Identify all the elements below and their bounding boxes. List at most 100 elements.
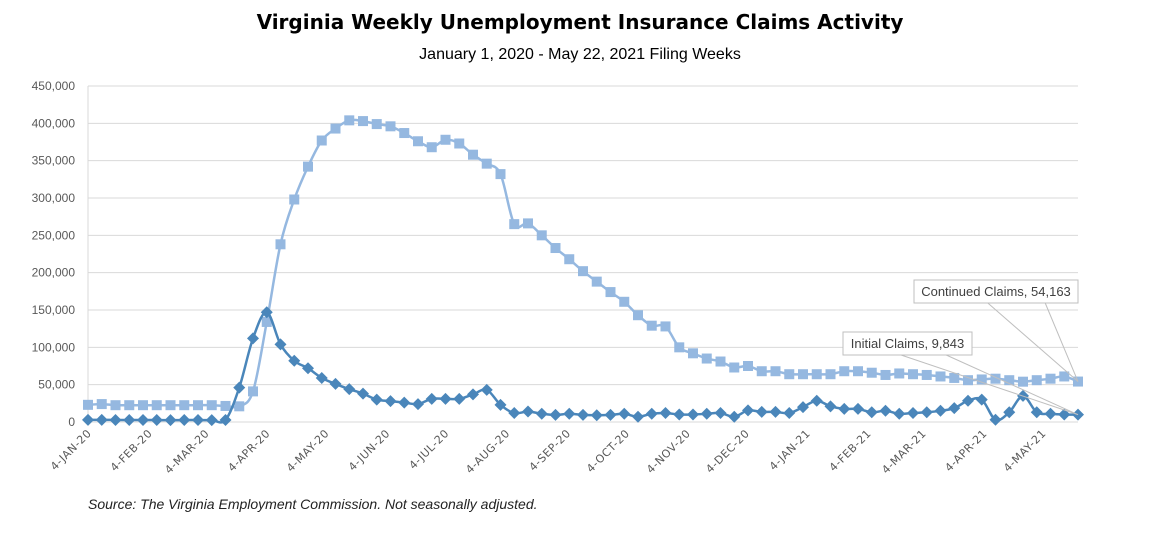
data-point-initial-claims: [343, 383, 356, 396]
data-point-continued-claims: [646, 320, 657, 331]
x-tick-label: 4-JAN-20: [48, 427, 94, 473]
y-tick-label: 50,000: [38, 378, 75, 392]
x-tick-label: 4-JAN-21: [767, 427, 813, 473]
data-point-initial-claims: [302, 362, 314, 375]
data-point-initial-claims: [219, 413, 232, 426]
data-point-continued-claims: [289, 194, 300, 205]
data-point-continued-claims: [138, 400, 148, 411]
data-point-initial-claims: [659, 407, 672, 420]
data-point-continued-claims: [1031, 375, 1042, 386]
data-point-continued-claims: [481, 158, 492, 169]
x-tick-label: 4-OCT-20: [584, 427, 632, 475]
data-point-initial-claims: [1003, 406, 1016, 419]
data-point-initial-claims: [205, 414, 218, 427]
data-point-continued-claims: [880, 369, 891, 380]
data-point-initial-claims: [618, 407, 631, 420]
data-point-continued-claims: [523, 218, 533, 229]
annotation-label: Continued Claims, 54,163: [921, 284, 1071, 299]
data-point-initial-claims: [1044, 407, 1057, 420]
y-tick-label: 300,000: [32, 191, 76, 205]
data-point-initial-claims: [714, 407, 727, 420]
data-point-continued-claims: [96, 399, 107, 410]
y-tick-label: 200,000: [32, 266, 76, 280]
x-tick-label: 4-AUG-20: [463, 427, 512, 476]
data-point-continued-claims: [660, 321, 671, 332]
data-point-initial-claims: [948, 402, 961, 415]
x-tick-label: 4-FEB-21: [827, 427, 874, 474]
data-point-continued-claims: [151, 400, 162, 411]
data-point-continued-claims: [371, 119, 382, 130]
data-point-continued-claims: [234, 401, 245, 412]
data-point-initial-claims: [522, 405, 534, 418]
data-point-initial-claims: [247, 332, 259, 345]
data-point-continued-claims: [124, 400, 135, 411]
data-point-continued-claims: [261, 316, 272, 327]
data-point-continued-claims: [605, 287, 616, 298]
data-point-initial-claims: [852, 402, 864, 415]
data-point-continued-claims: [509, 219, 520, 230]
data-point-initial-claims: [137, 413, 149, 426]
annotation-leader-line: [987, 302, 1079, 382]
x-tick-label: 4-DEC-20: [703, 427, 752, 476]
data-point-continued-claims: [963, 375, 973, 386]
data-point-continued-claims: [440, 134, 451, 145]
data-point-initial-claims: [425, 392, 438, 405]
data-point-continued-claims: [798, 369, 808, 380]
y-tick-label: 150,000: [32, 303, 76, 317]
x-tick-label: 4-JUN-20: [346, 427, 393, 474]
x-tick-label: 4-NOV-20: [644, 427, 693, 476]
y-tick-label: 350,000: [32, 154, 76, 168]
data-point-initial-claims: [123, 414, 136, 427]
data-point-initial-claims: [604, 408, 617, 421]
data-point-initial-claims: [315, 371, 328, 384]
annotation-leader-line: [900, 354, 1079, 416]
annotation-box: [842, 331, 973, 356]
data-point-continued-claims: [811, 369, 822, 380]
x-tick-label: 4-APR-21: [942, 427, 989, 474]
data-point-initial-claims: [810, 394, 823, 407]
data-point-continued-claims: [619, 296, 630, 307]
data-point-continued-claims: [908, 369, 918, 380]
data-point-initial-claims: [508, 407, 521, 420]
annotation-leader-line: [945, 354, 1079, 416]
data-point-continued-claims: [454, 138, 465, 149]
data-point-continued-claims: [894, 368, 905, 379]
data-point-initial-claims: [989, 413, 1002, 426]
data-point-initial-claims: [687, 408, 699, 421]
data-point-initial-claims: [700, 407, 713, 420]
data-point-continued-claims: [536, 230, 547, 241]
data-point-continued-claims: [344, 115, 355, 126]
data-point-continued-claims: [303, 161, 313, 172]
x-tick-label: 4-JUL-20: [407, 427, 452, 472]
data-point-initial-claims: [150, 414, 163, 427]
data-point-continued-claims: [853, 366, 863, 377]
data-point-continued-claims: [578, 266, 588, 277]
data-point-continued-claims: [385, 121, 396, 132]
data-point-continued-claims: [701, 353, 712, 364]
data-point-continued-claims: [248, 386, 258, 397]
data-point-continued-claims: [935, 371, 946, 382]
data-point-initial-claims: [783, 407, 796, 420]
data-point-initial-claims: [934, 404, 947, 417]
data-point-initial-claims: [370, 393, 383, 406]
x-tick-label: 4-FEB-20: [108, 427, 155, 474]
data-point-continued-claims: [674, 342, 685, 353]
data-point-initial-claims: [82, 413, 94, 426]
chart-subtitle: January 1, 2020 - May 22, 2021 Filing We…: [419, 46, 741, 63]
data-point-continued-claims: [715, 356, 726, 367]
data-point-continued-claims: [468, 149, 478, 160]
data-point-continued-claims: [1045, 373, 1056, 384]
data-point-initial-claims: [384, 395, 397, 408]
data-point-initial-claims: [728, 410, 741, 423]
chart-title: Virginia Weekly Unemployment Insurance C…: [256, 10, 904, 34]
data-point-continued-claims: [179, 400, 190, 411]
data-point-continued-claims: [193, 400, 203, 411]
data-point-continued-claims: [770, 366, 781, 377]
data-point-continued-claims: [756, 366, 767, 377]
data-point-initial-claims: [398, 396, 411, 409]
data-point-initial-claims: [769, 405, 782, 418]
y-tick-label: 250,000: [32, 228, 76, 242]
data-point-continued-claims: [110, 400, 121, 411]
data-point-initial-claims: [577, 408, 589, 421]
data-point-continued-claims: [83, 399, 93, 410]
